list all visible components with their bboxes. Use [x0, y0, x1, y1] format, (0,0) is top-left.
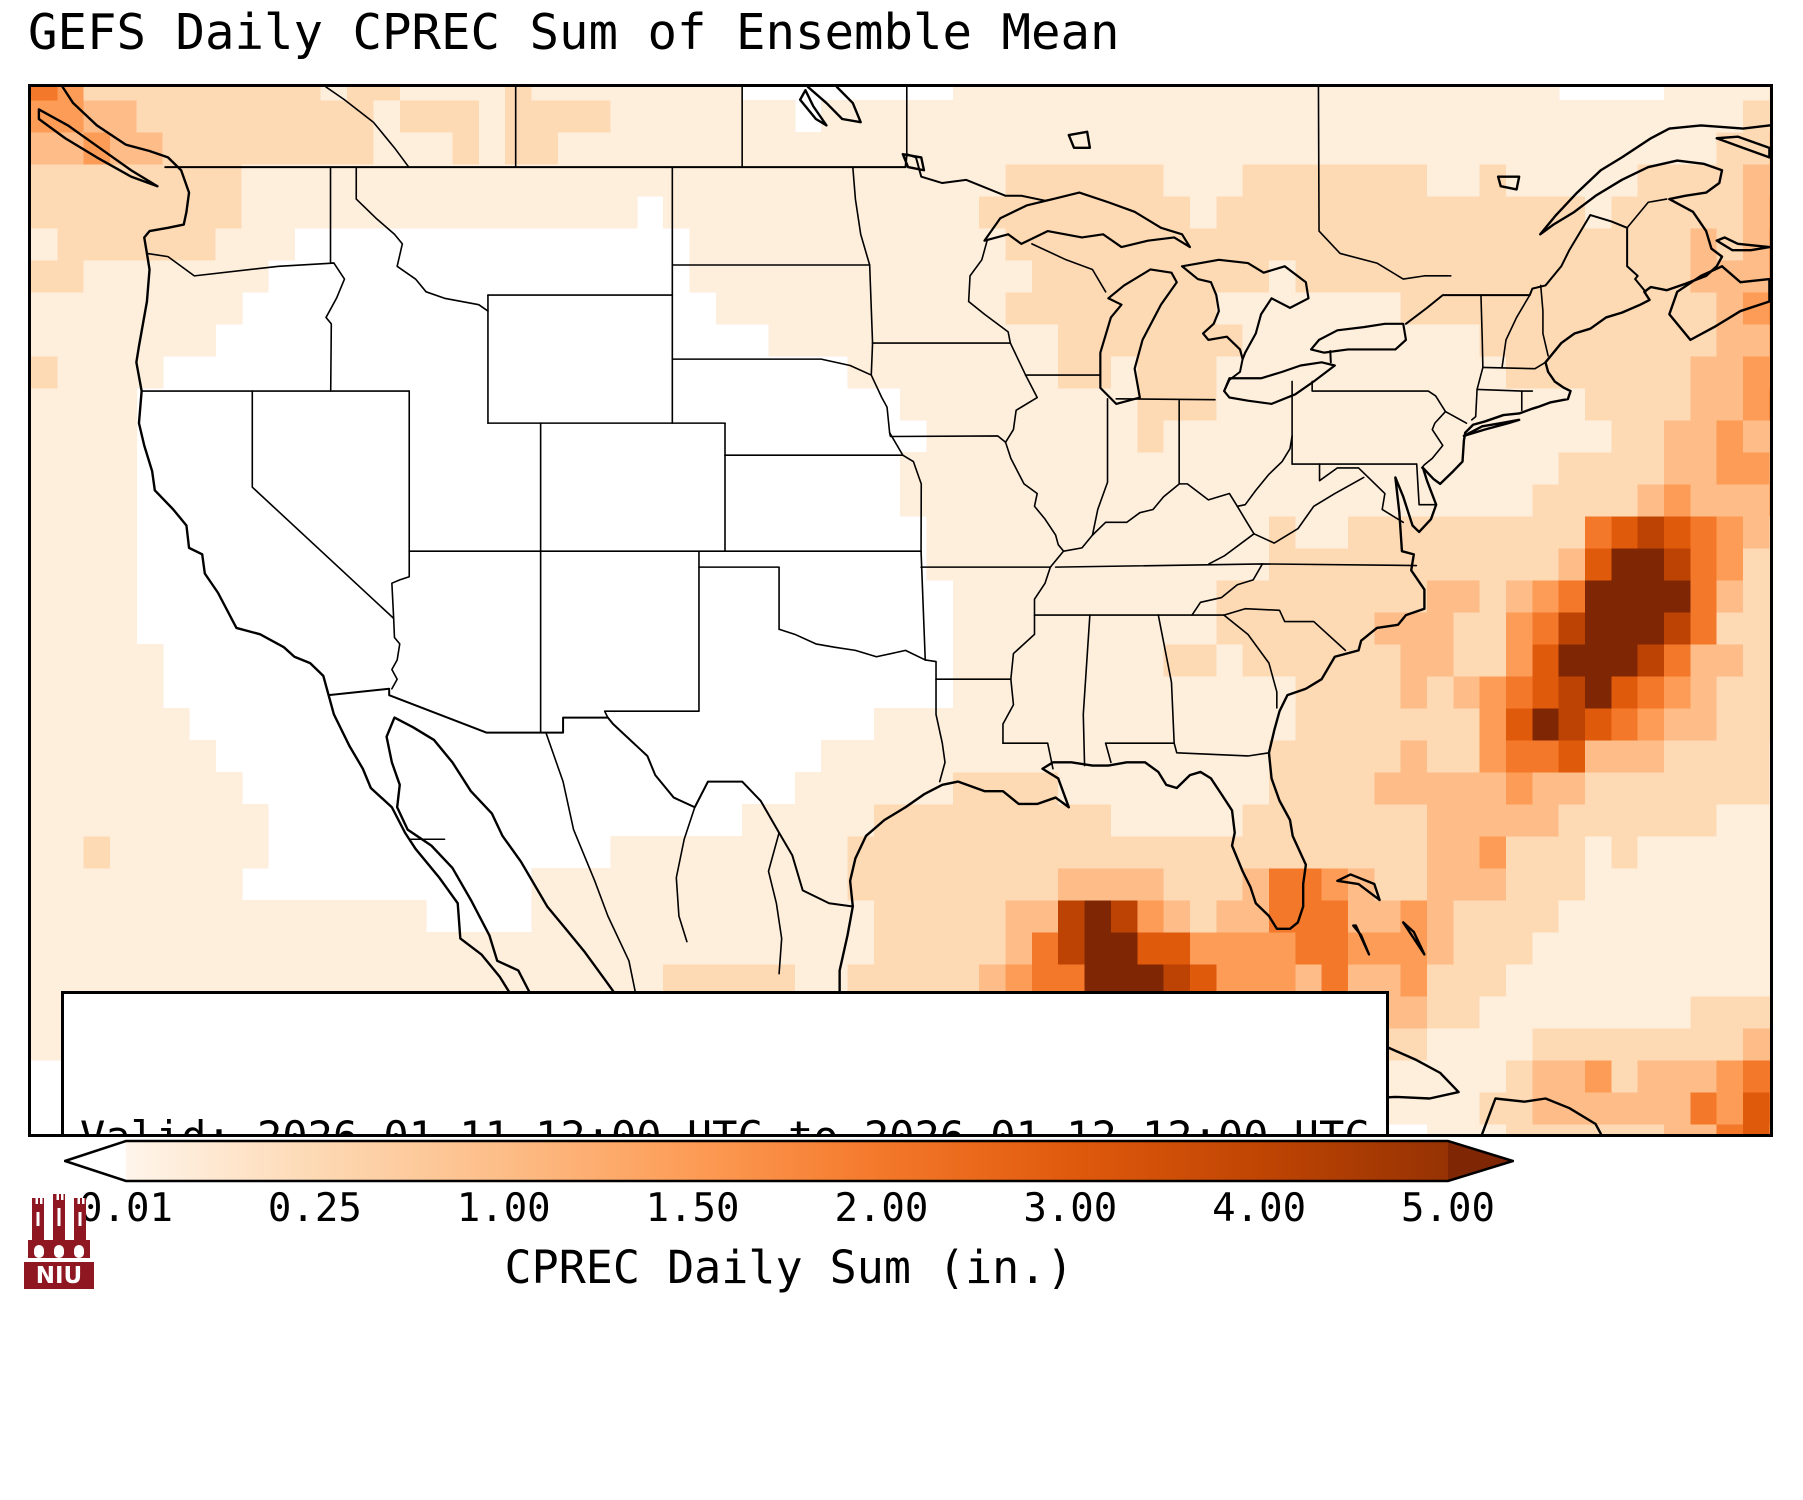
- colorbar-under-arrow: [65, 1141, 126, 1181]
- colorbar-tick: 0.01: [79, 1186, 173, 1231]
- colorbar-tick: 1.50: [645, 1186, 740, 1231]
- colorbar-label: CPREC Daily Sum (in.): [504, 1241, 1074, 1294]
- colorbar-over-arrow: [1448, 1141, 1513, 1181]
- colorbar-tick: 5.00: [1401, 1186, 1495, 1231]
- colorbar-svg: [60, 1139, 1518, 1183]
- niu-logo-text: NIU: [36, 1263, 82, 1289]
- niu-castle-icon: [24, 1194, 94, 1289]
- page-title: GEFS Daily CPREC Sum of Ensemble Mean: [28, 4, 1120, 61]
- map-frame: Valid: 2026-01-11 12:00 UTC to 2026-01-1…: [28, 84, 1773, 1137]
- colorbar-tick: 0.25: [267, 1186, 362, 1231]
- colorbar-tick: 4.00: [1212, 1186, 1307, 1231]
- valid-text: Valid: 2026-01-11 12:00 UTC to 2026-01-1…: [80, 1111, 1370, 1137]
- niu-logo: NIU: [24, 1194, 94, 1289]
- colorbar-tick: 3.00: [1023, 1186, 1118, 1231]
- colorbar-tick: 2.00: [834, 1186, 929, 1231]
- colorbar: [60, 1139, 1518, 1183]
- valid-run-box: Valid: 2026-01-11 12:00 UTC to 2026-01-1…: [61, 991, 1389, 1137]
- colorbar-ticks: 0.01 0.25 1.00 1.50 2.00 3.00 4.00 5.00: [79, 1186, 1495, 1236]
- conus-precip-map: [31, 87, 1770, 1134]
- colorbar-tick: 1.00: [456, 1186, 551, 1231]
